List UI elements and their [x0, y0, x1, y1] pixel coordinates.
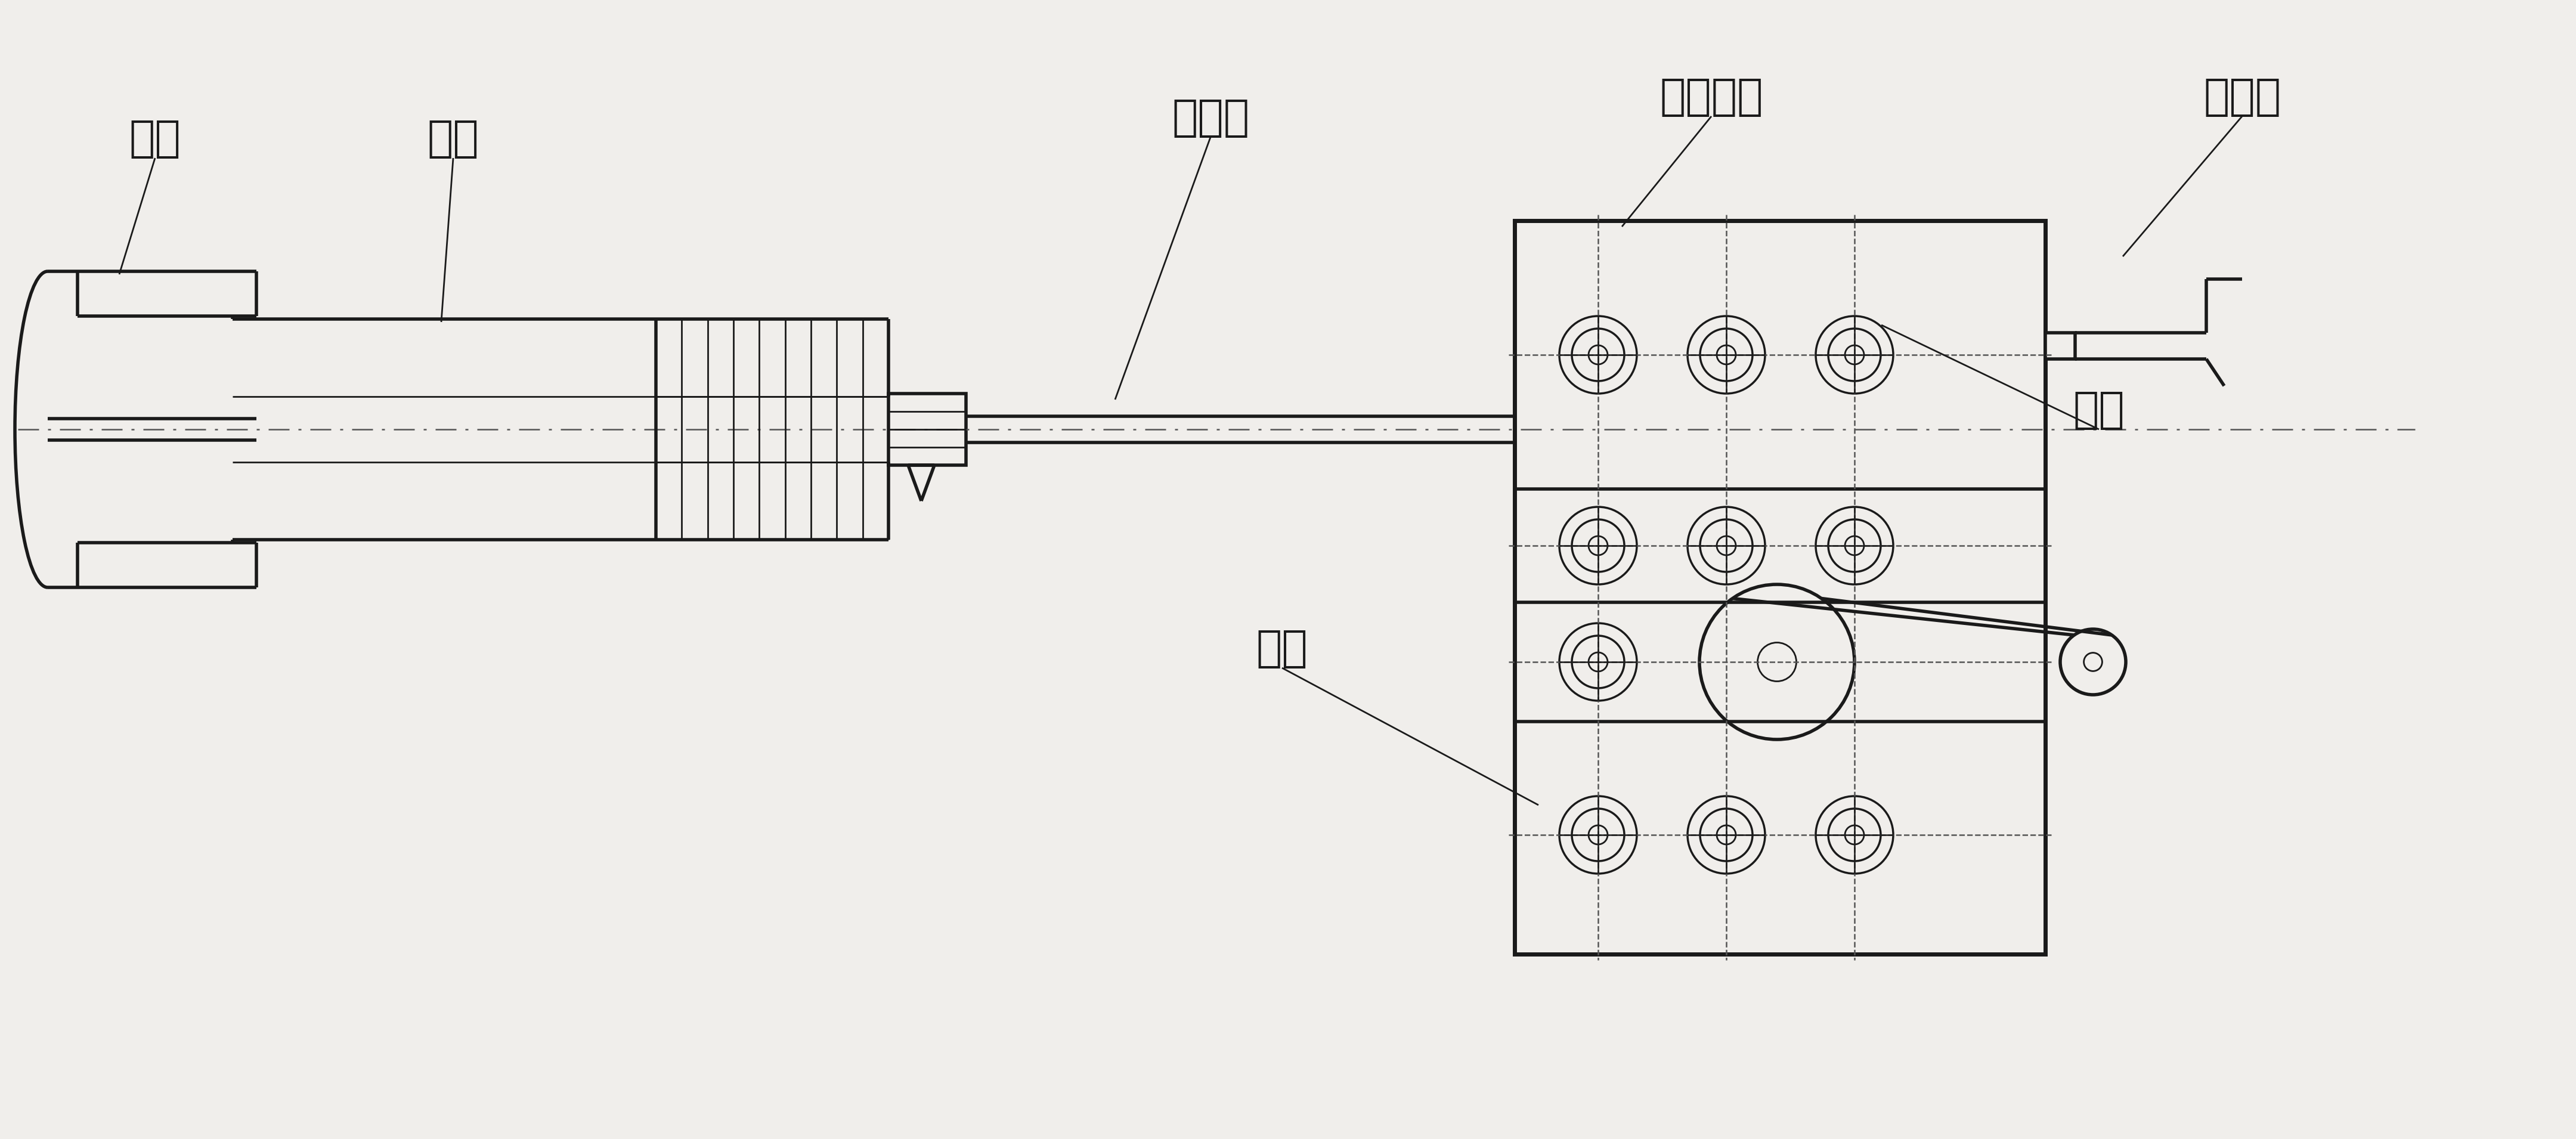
- Text: 工件: 工件: [428, 118, 479, 159]
- Text: 刀架: 刀架: [1257, 629, 1309, 670]
- Bar: [1515, 221, 2045, 954]
- Text: 卡盘: 卡盘: [129, 118, 180, 159]
- Bar: [889, 394, 966, 465]
- Bar: [2045, 333, 2076, 359]
- Text: 螺钉: 螺钉: [2074, 391, 2125, 432]
- Text: 车孔刀: 车孔刀: [1172, 98, 1249, 139]
- Text: 橡胶管: 橡胶管: [2202, 77, 2280, 118]
- Text: 夹刀装置: 夹刀装置: [1659, 77, 1762, 118]
